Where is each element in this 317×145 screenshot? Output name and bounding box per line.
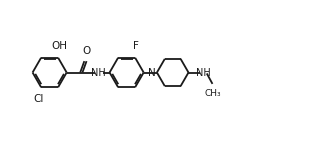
Text: CH₃: CH₃ [204, 89, 221, 98]
Text: Cl: Cl [33, 94, 44, 104]
Text: N: N [148, 68, 156, 77]
Text: OH: OH [51, 41, 68, 51]
Text: NH: NH [92, 68, 106, 77]
Text: O: O [82, 46, 91, 56]
Text: F: F [133, 41, 139, 51]
Text: NH: NH [196, 68, 210, 77]
